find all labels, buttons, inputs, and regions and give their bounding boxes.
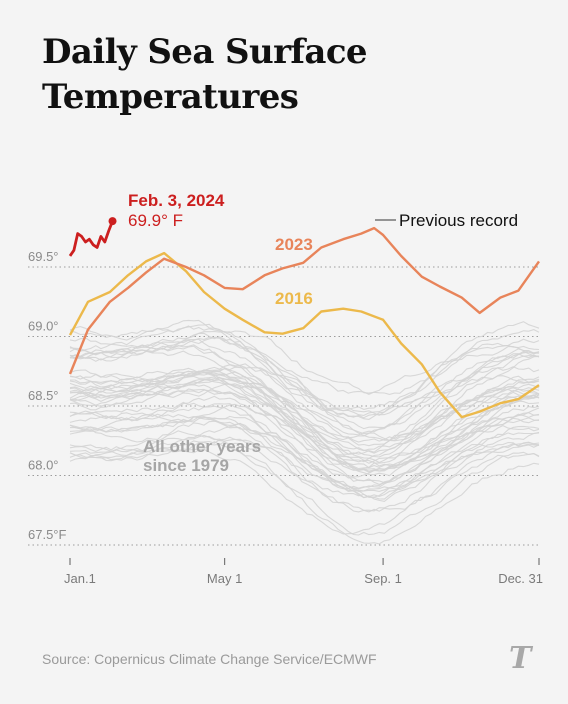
x-axis: Jan.1 May 1 Sep. 1 Dec. 31 <box>64 558 543 586</box>
page-title: Daily Sea Surface Temperatures <box>42 32 368 117</box>
other-year-line <box>69 401 540 490</box>
y-tick-label: 69.0° <box>28 319 59 334</box>
other-year-line <box>69 434 540 545</box>
y-tick-labels: 69.5° 69.0° 68.5° 68.0° 67.5°F <box>28 249 67 542</box>
other-year-line <box>69 323 540 412</box>
annotation-2023-label: 2023 <box>275 235 313 254</box>
x-tick-label: May 1 <box>207 571 242 586</box>
other-year-line <box>69 436 540 513</box>
other-year-line <box>69 413 540 500</box>
series-2024-endpoint <box>108 217 117 226</box>
other-year-line <box>70 370 540 452</box>
x-tick-label: Dec. 31 <box>498 571 543 586</box>
other-year-line <box>69 338 540 436</box>
y-tick-label: 68.0° <box>28 458 59 473</box>
other-year-line <box>69 374 540 458</box>
other-year-line <box>69 416 540 502</box>
nyt-logo: T <box>509 641 532 676</box>
annotation-2024-date: Feb. 3, 2024 <box>128 191 225 210</box>
series-line-2023 <box>68 226 540 375</box>
y-tick-label: 67.5°F <box>28 527 67 542</box>
other-year-line <box>69 434 540 492</box>
other-years-lines <box>69 319 540 545</box>
other-year-line <box>69 345 540 441</box>
other-year-line <box>69 336 540 442</box>
other-year-line <box>69 376 540 464</box>
other-year-line <box>69 330 540 395</box>
other-year-line <box>69 319 540 420</box>
annotation-2024-value: 69.9° F <box>128 211 183 230</box>
series-line-2016 <box>68 251 540 419</box>
other-year-line <box>69 337 540 396</box>
y-tick-label: 69.5° <box>28 249 59 264</box>
annotation-previous-record: Previous record <box>399 211 518 230</box>
other-year-line <box>69 388 540 467</box>
annotation-other-years-1: All other years <box>143 437 261 456</box>
highlighted-series <box>68 217 540 419</box>
other-year-line <box>69 413 540 512</box>
series-line-2024 <box>68 220 114 257</box>
annotation-2016-label: 2016 <box>275 289 313 308</box>
x-tick-label: Sep. 1 <box>364 571 402 586</box>
x-tick-label: Jan.1 <box>64 571 96 586</box>
other-year-line <box>69 425 540 499</box>
other-year-line <box>70 416 540 493</box>
other-year-line <box>69 371 540 469</box>
source-note: Source: Copernicus Climate Change Servic… <box>42 651 377 667</box>
other-year-line <box>69 420 540 478</box>
annotation-other-years-2: since 1979 <box>143 456 229 475</box>
other-year-line <box>69 378 540 484</box>
y-tick-label: 68.5° <box>28 388 59 403</box>
other-year-line <box>69 367 540 470</box>
other-year-line <box>69 372 540 477</box>
other-year-line <box>69 366 540 419</box>
